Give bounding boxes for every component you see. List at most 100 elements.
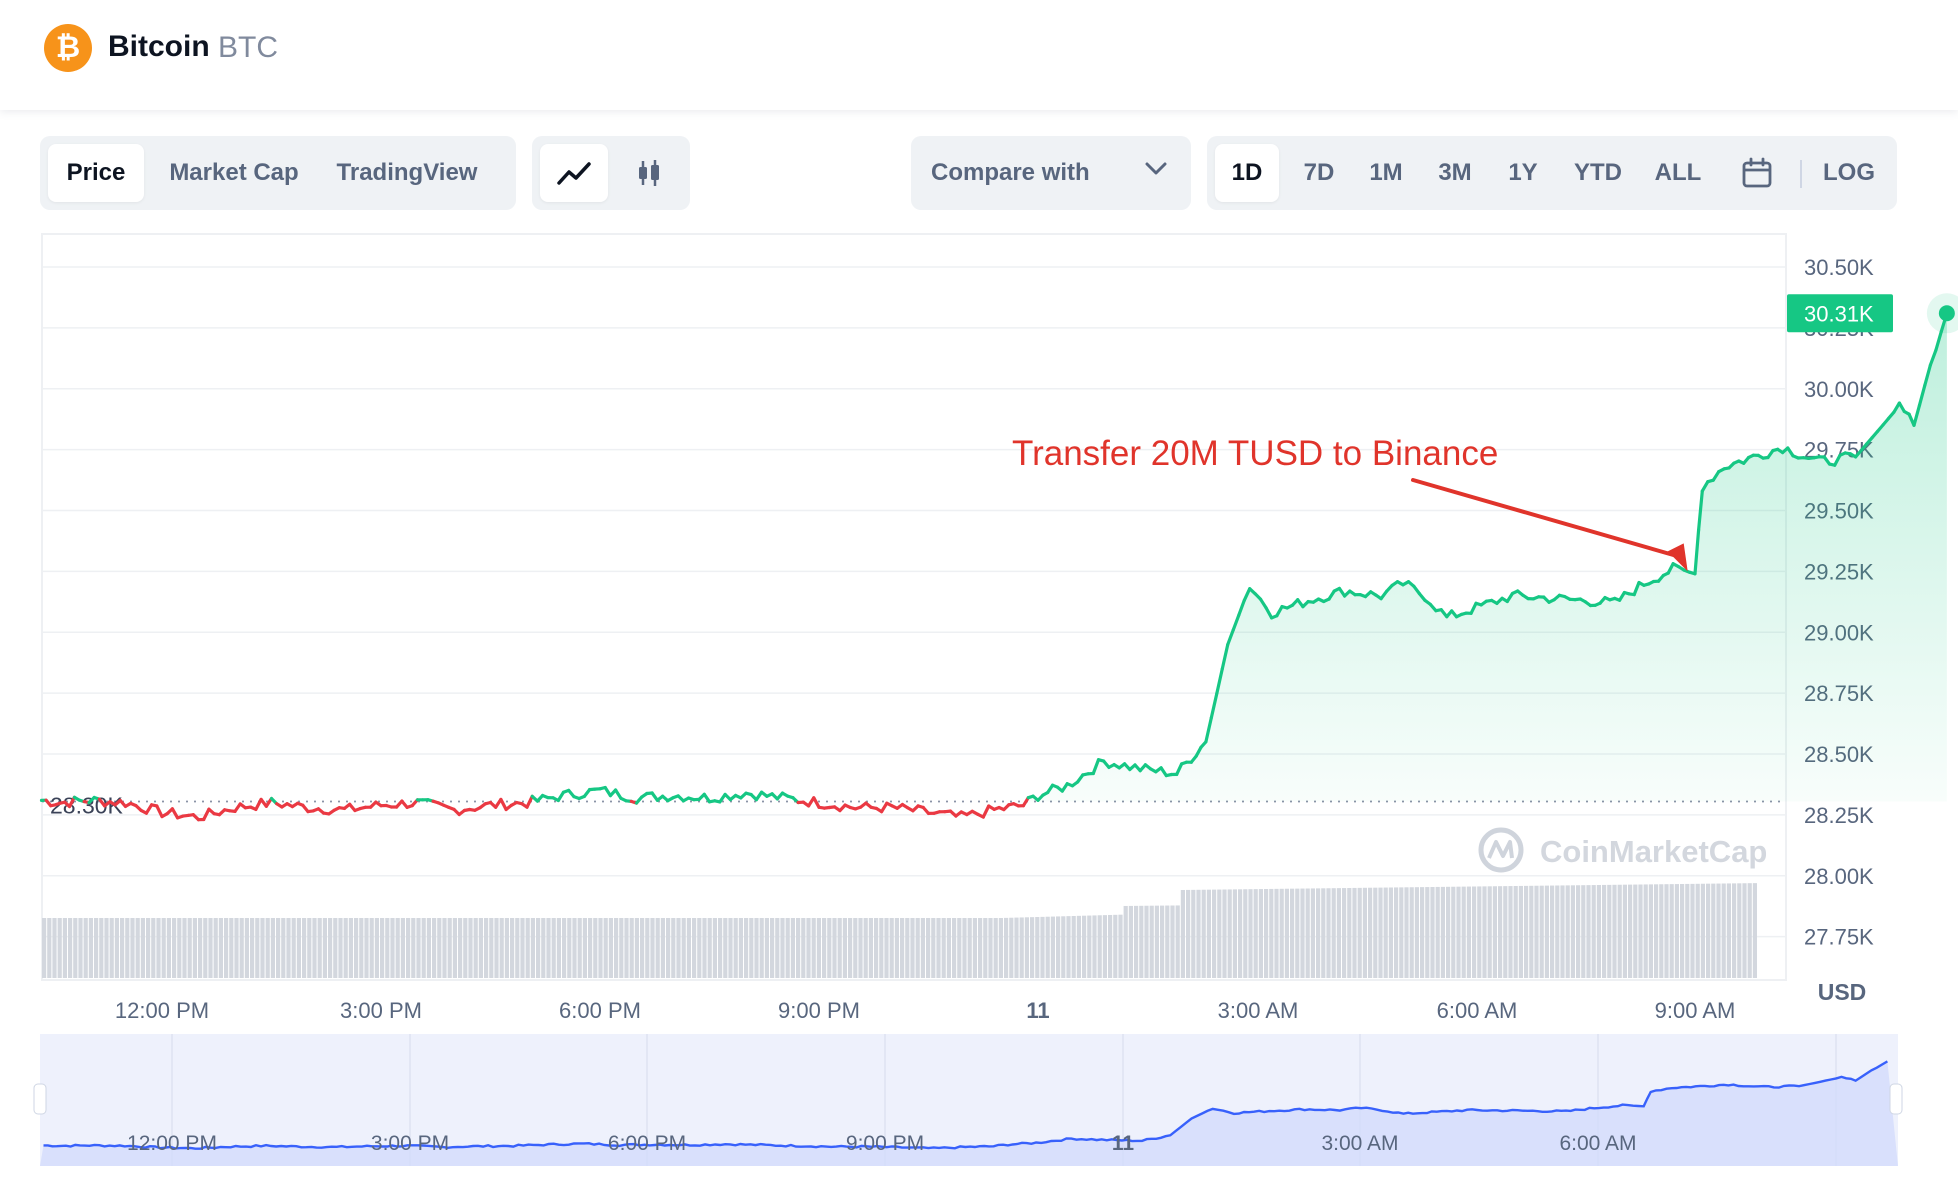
compare-with-dropdown[interactable]: Compare with: [911, 136, 1191, 210]
chevron-down-icon: [1145, 162, 1167, 181]
price-line-segment: [1934, 329, 1944, 352]
volume-bar: [978, 918, 983, 978]
volume-bar: [1602, 884, 1607, 978]
volume-bar: [307, 918, 312, 978]
volume-bar: [68, 918, 73, 978]
volume-bar: [478, 918, 483, 978]
price-line-segment: [155, 804, 164, 819]
volume-bar: [1524, 885, 1529, 978]
volume-bar: [104, 918, 109, 978]
volume-bar: [354, 918, 359, 978]
calendar-icon[interactable]: [1725, 144, 1789, 202]
volume-bar: [827, 918, 832, 978]
volume-bar: [250, 918, 255, 978]
volume-bar: [562, 918, 567, 978]
volume-bar: [130, 918, 135, 978]
volume-bar: [697, 918, 702, 978]
volume-bar: [239, 918, 244, 978]
volume-bar: [551, 918, 556, 978]
volume-bar: [993, 918, 998, 978]
volume-bar: [1305, 888, 1310, 978]
line-chart-icon[interactable]: [540, 144, 608, 202]
volume-bar: [57, 918, 62, 978]
price-line-segment: [812, 796, 821, 809]
volume-bar: [1191, 889, 1196, 978]
volume-bar: [634, 918, 639, 978]
volume-bar: [1492, 886, 1497, 978]
range-7d[interactable]: 7D: [1303, 159, 1335, 186]
volume-bar: [406, 918, 411, 978]
volume-bar: [1316, 888, 1321, 978]
range-ytd[interactable]: YTD: [1574, 159, 1622, 186]
price-line-segment: [1917, 383, 1927, 407]
volume-bar: [265, 918, 270, 978]
volume-bar: [120, 918, 125, 978]
volume-bar: [541, 918, 546, 978]
log-scale-toggle[interactable]: LOG: [1823, 159, 1875, 186]
range-1m[interactable]: 1M: [1369, 159, 1403, 186]
price-line-segment: [67, 795, 77, 809]
volume-bar: [1201, 889, 1206, 978]
range-3m[interactable]: 3M: [1438, 159, 1472, 186]
volume-bar: [338, 918, 343, 978]
tab-tradingview[interactable]: TradingView: [336, 159, 478, 186]
price-line-segment: [1469, 601, 1478, 615]
candlestick-icon[interactable]: [616, 144, 682, 202]
volume-bar: [775, 918, 780, 978]
volume-bar: [1425, 887, 1430, 978]
volume-bar: [1498, 886, 1503, 978]
volume-bar: [270, 918, 275, 978]
volume-bar: [1357, 887, 1362, 978]
volume-bar: [88, 918, 93, 978]
volume-bar: [614, 918, 619, 978]
volume-bar: [125, 918, 130, 978]
volume-bar: [1388, 887, 1393, 978]
volume-bar: [1622, 884, 1627, 978]
volume-bar: [1326, 888, 1331, 978]
price-line-segment: [1632, 580, 1641, 597]
volume-bar: [645, 918, 650, 978]
volume-bar: [546, 918, 551, 978]
volume-bar: [213, 918, 218, 978]
volume-bar: [832, 918, 837, 978]
volume-bar: [1030, 917, 1035, 978]
volume-bar: [572, 918, 577, 978]
volume-bar: [463, 918, 468, 978]
currency-label: USD: [1818, 979, 1867, 1005]
volume-bar: [1383, 887, 1388, 978]
volume-bar: [910, 918, 915, 978]
volume-bar: [936, 918, 941, 978]
watermark: CoinMarketCap: [1540, 834, 1767, 869]
price-line-segment: [1091, 758, 1101, 776]
price-line-segment: [556, 790, 566, 803]
bitcoin-logo-icon: ₿: [44, 24, 92, 72]
price-line-segment: [1912, 403, 1922, 427]
volume-bar: [1685, 883, 1690, 978]
price-line-segment: [981, 804, 991, 819]
volume-bar: [177, 918, 182, 978]
range-1d[interactable]: 1D: [1215, 144, 1279, 202]
volume-bar: [343, 918, 348, 978]
tab-price[interactable]: Price: [48, 144, 144, 202]
volume-bar: [1097, 915, 1102, 978]
volume-bar: [1300, 888, 1305, 978]
volume-bar: [426, 918, 431, 978]
tab-market-cap[interactable]: Market Cap: [169, 159, 299, 186]
volume-bar: [52, 918, 57, 978]
volume-bar: [1352, 887, 1357, 978]
volume-bar: [1669, 884, 1674, 978]
x-tick-label: 9:00 PM: [778, 998, 860, 1023]
volume-bar: [1596, 884, 1601, 978]
volume-bar: [593, 918, 598, 978]
range-all[interactable]: ALL: [1654, 159, 1702, 186]
volume-bar: [738, 918, 743, 978]
volume-bar: [1050, 916, 1055, 978]
volume-bar: [348, 918, 353, 978]
volume-bar: [702, 918, 707, 978]
volume-bar: [140, 918, 145, 978]
volume-bar: [489, 918, 494, 978]
range-1y[interactable]: 1Y: [1508, 159, 1538, 186]
volume-bar: [624, 918, 629, 978]
volume-bar: [504, 918, 509, 978]
